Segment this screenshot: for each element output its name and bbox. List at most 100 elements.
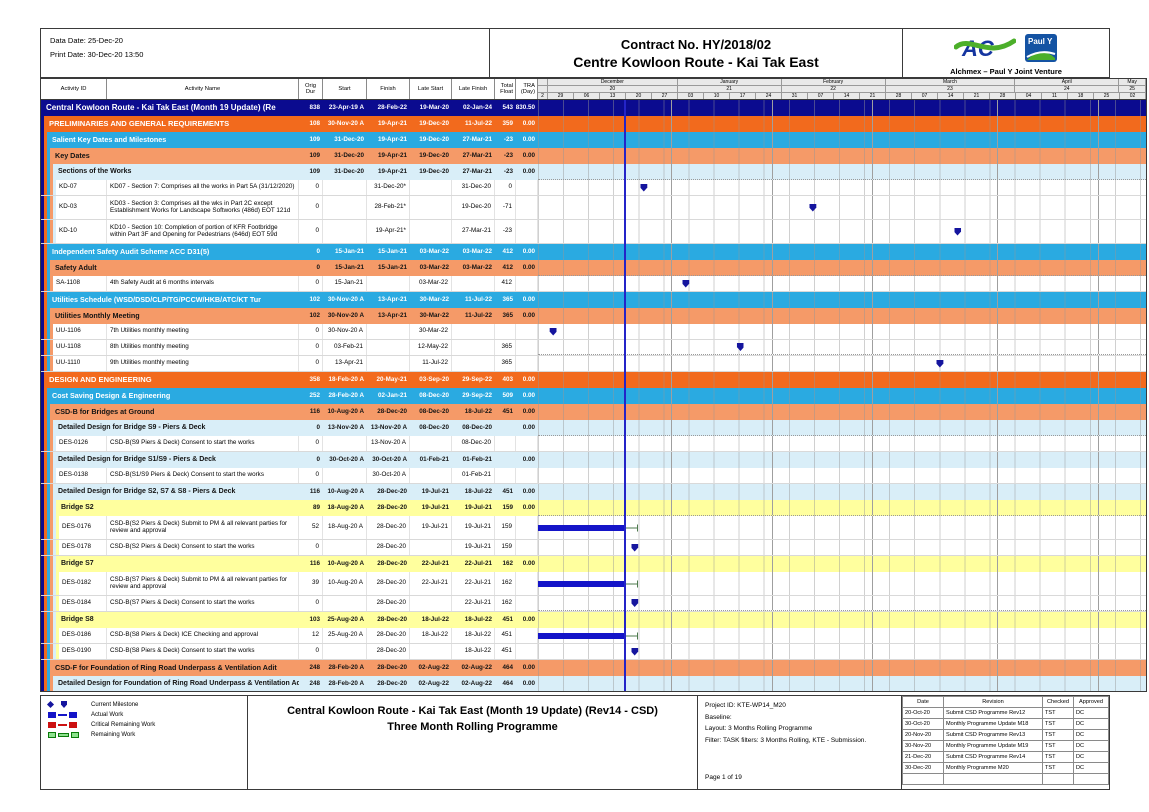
value-cell: 28-Feb-22 bbox=[377, 103, 407, 111]
activity-id-cell: KD-03 bbox=[56, 196, 107, 219]
month-number: 20 bbox=[548, 86, 678, 92]
value-cell: 464 bbox=[502, 663, 513, 671]
svg-text:Paul Y: Paul Y bbox=[1028, 37, 1053, 46]
value-cell: 11-Jul-22 bbox=[410, 356, 452, 371]
value-cell: 28-Dec-20 bbox=[367, 596, 410, 611]
activity-row-KD-10: KD-10 KD10 - Section 10: Completion of po… bbox=[41, 220, 1146, 244]
hierarchy-strips bbox=[41, 572, 59, 595]
value-cell: 31-Dec-20 bbox=[334, 167, 364, 175]
activity-name-cell: KD07 - Section 7: Comprises all the work… bbox=[107, 180, 299, 195]
value-cell: 18-Jul-22 bbox=[410, 628, 452, 643]
value-cell: 159 bbox=[495, 540, 516, 555]
group-row: Bridge S8 103 25-Aug-20 A 28-Dec-20 18-Jul-2… bbox=[41, 612, 1146, 628]
milestone-icon bbox=[640, 183, 648, 192]
value-cell: 27-Mar-21 bbox=[462, 151, 492, 159]
value-cell: 22-Jul-21 bbox=[421, 559, 449, 567]
value-cell bbox=[516, 596, 538, 611]
milestone-icon bbox=[46, 700, 84, 709]
activity-row-KD-03: KD-03 KD03 - Section 3: Comprises all the… bbox=[41, 196, 1146, 220]
value-cell: 08-Dec-20 bbox=[419, 391, 449, 399]
activity-table-body: Central Kowloon Route - Kai Tak East (Mo… bbox=[41, 100, 1146, 691]
revision-cell bbox=[902, 773, 944, 785]
gantt-cell bbox=[538, 468, 1146, 483]
value-cell: 52 bbox=[299, 516, 323, 539]
value-cell: 12 bbox=[299, 628, 323, 643]
legend-bar-segment bbox=[71, 732, 79, 738]
value-cell bbox=[410, 468, 452, 483]
milestone-diamond-icon bbox=[46, 700, 55, 709]
value-cell bbox=[495, 468, 516, 483]
activity-id-cell: DES-0182 bbox=[59, 572, 107, 595]
gantt-cell bbox=[538, 164, 1146, 180]
value-cell: 20-May-21 bbox=[376, 375, 407, 383]
value-cell: 543 bbox=[502, 103, 513, 111]
value-cell: 0.00 bbox=[522, 455, 535, 463]
value-cell: 02-Jan-21 bbox=[377, 391, 407, 399]
revision-cell: 30-Oct-20 bbox=[902, 718, 944, 730]
activity-row-DES-0184: DES-0184 CSD-B(S7 Piers & Deck) Consent t… bbox=[41, 596, 1146, 612]
value-cell: 30-Oct-20 A bbox=[372, 455, 407, 463]
gantt-cell bbox=[538, 628, 1146, 643]
value-cell: 464 bbox=[502, 679, 513, 687]
value-cell: 0 bbox=[299, 540, 323, 555]
activity-id-cell: DES-0138 bbox=[56, 468, 107, 483]
value-cell: 13-Nov-20 A bbox=[370, 423, 407, 431]
revision-cell: Monthly Programme Update M18 bbox=[943, 718, 1043, 730]
value-cell: 19-Dec-20 bbox=[419, 135, 449, 143]
revision-table-block: Date Revision Checked Approved 20-Oct-20 Subm… bbox=[902, 695, 1110, 790]
value-cell: 31-Dec-20 bbox=[334, 135, 364, 143]
actual-work-bar bbox=[538, 524, 624, 531]
value-cell: 0 bbox=[299, 468, 323, 483]
week-tick: 18 bbox=[1068, 93, 1094, 99]
gantt-cell bbox=[538, 180, 1146, 195]
revision-cell: 20-Nov-20 bbox=[902, 729, 944, 741]
group-name-cell: Utilities Monthly Meeting bbox=[55, 311, 140, 321]
revision-row: 21-Dec-20 Submit CSD Programme Rev14 TST DC bbox=[902, 751, 1109, 763]
activity-row-UU-1108: UU-1108 8th Utilities monthly meeting 0 03-… bbox=[41, 340, 1146, 356]
page-number: Page 1 of 19 bbox=[705, 774, 742, 782]
value-cell: 0.00 bbox=[522, 119, 535, 127]
legend-bar-segment bbox=[58, 724, 67, 726]
gantt-cell bbox=[538, 612, 1146, 628]
group-row: Key Dates 109 31-Dec-20 19-Apr-21 19-Dec-20 2… bbox=[41, 148, 1146, 164]
legend-label: Actual Work bbox=[91, 712, 124, 718]
data-date: Data Date: 25-Dec-20 bbox=[50, 36, 123, 45]
hierarchy-strips bbox=[41, 468, 56, 483]
value-cell: 10-Aug-20 A bbox=[327, 487, 364, 495]
value-cell: 03-Mar-22 bbox=[462, 247, 492, 255]
value-cell: 19-Jul-21 bbox=[452, 516, 495, 539]
revision-cell bbox=[1042, 773, 1074, 785]
month-name: December bbox=[548, 79, 678, 85]
value-cell: 0 bbox=[299, 324, 323, 339]
value-cell: 0.00 bbox=[522, 247, 535, 255]
revision-cell: TST bbox=[1042, 707, 1074, 719]
value-cell: 248 bbox=[309, 679, 320, 687]
group-name-cell: Sections of the Works bbox=[58, 168, 132, 176]
value-cell: 03-Mar-22 bbox=[462, 263, 492, 271]
week-tick: 11 bbox=[1042, 93, 1068, 99]
hierarchy-strips bbox=[41, 372, 44, 388]
revision-cell: DC bbox=[1073, 707, 1109, 719]
value-cell: 22-Jul-21 bbox=[452, 596, 495, 611]
legend-item: Critical Remaining Work bbox=[48, 722, 240, 728]
value-cell: 412 bbox=[502, 247, 513, 255]
project-info-line: Project ID: KTE-WP14_M20 bbox=[705, 702, 786, 709]
value-cell: 159 bbox=[502, 503, 513, 511]
week-tick: 17 bbox=[730, 93, 756, 99]
gantt-cell bbox=[538, 572, 1146, 595]
bar-blue-icon bbox=[48, 712, 84, 718]
value-cell: 31-Dec-20* bbox=[367, 180, 410, 195]
value-cell: 30-Nov-20 A bbox=[327, 311, 364, 319]
legend-bar-segment bbox=[48, 732, 56, 738]
activity-row-DES-0138: DES-0138 CSD-B(S1/S9 Piers & Deck) Consen… bbox=[41, 468, 1146, 484]
value-cell bbox=[495, 324, 516, 339]
column-header-0: Activity ID bbox=[41, 79, 107, 99]
value-cell: 19-Dec-20 bbox=[452, 196, 495, 219]
hierarchy-strips bbox=[41, 436, 56, 451]
milestone-icon bbox=[809, 203, 817, 212]
gantt-cell bbox=[538, 644, 1146, 659]
group-name-cell: Salient Key Dates and Milestones bbox=[52, 135, 167, 145]
project-info-line: Layout: 3 Months Rolling Programme bbox=[705, 725, 813, 733]
value-cell: 0.00 bbox=[522, 375, 535, 383]
legend-item: Current Milestone bbox=[46, 700, 240, 709]
